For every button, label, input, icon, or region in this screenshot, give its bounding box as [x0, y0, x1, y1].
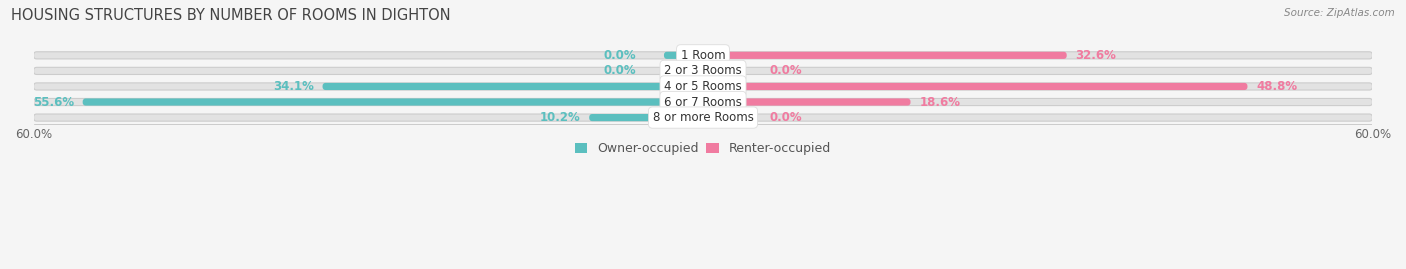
Legend: Owner-occupied, Renter-occupied: Owner-occupied, Renter-occupied — [569, 137, 837, 160]
FancyBboxPatch shape — [589, 114, 703, 121]
Text: 32.6%: 32.6% — [1076, 49, 1116, 62]
Text: 6 or 7 Rooms: 6 or 7 Rooms — [664, 95, 742, 108]
FancyBboxPatch shape — [34, 83, 1372, 90]
FancyBboxPatch shape — [703, 83, 1247, 90]
FancyBboxPatch shape — [703, 67, 742, 75]
FancyBboxPatch shape — [703, 98, 911, 106]
Text: 4 or 5 Rooms: 4 or 5 Rooms — [664, 80, 742, 93]
FancyBboxPatch shape — [34, 98, 1372, 106]
FancyBboxPatch shape — [703, 114, 742, 121]
Text: 0.0%: 0.0% — [603, 49, 636, 62]
FancyBboxPatch shape — [83, 98, 703, 106]
Text: 0.0%: 0.0% — [770, 111, 803, 124]
Text: 18.6%: 18.6% — [920, 95, 960, 108]
FancyBboxPatch shape — [34, 52, 1372, 59]
Text: 2 or 3 Rooms: 2 or 3 Rooms — [664, 64, 742, 77]
Text: 8 or more Rooms: 8 or more Rooms — [652, 111, 754, 124]
Text: Source: ZipAtlas.com: Source: ZipAtlas.com — [1284, 8, 1395, 18]
Text: 34.1%: 34.1% — [273, 80, 314, 93]
Text: 1 Room: 1 Room — [681, 49, 725, 62]
FancyBboxPatch shape — [34, 67, 1372, 75]
FancyBboxPatch shape — [322, 83, 703, 90]
Text: 10.2%: 10.2% — [540, 111, 581, 124]
FancyBboxPatch shape — [664, 52, 703, 59]
Text: HOUSING STRUCTURES BY NUMBER OF ROOMS IN DIGHTON: HOUSING STRUCTURES BY NUMBER OF ROOMS IN… — [11, 8, 451, 23]
FancyBboxPatch shape — [34, 114, 1372, 121]
Text: 0.0%: 0.0% — [603, 64, 636, 77]
FancyBboxPatch shape — [703, 52, 1067, 59]
FancyBboxPatch shape — [664, 67, 703, 75]
Text: 0.0%: 0.0% — [770, 64, 803, 77]
Text: 48.8%: 48.8% — [1257, 80, 1298, 93]
Text: 55.6%: 55.6% — [32, 95, 73, 108]
